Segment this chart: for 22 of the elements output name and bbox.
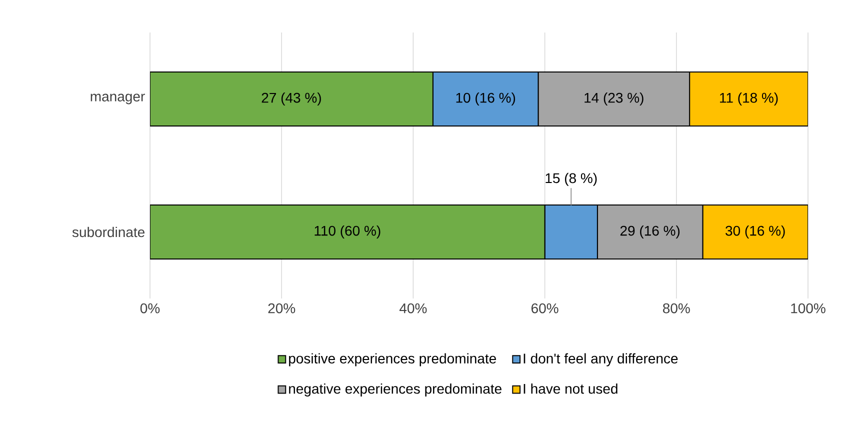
x-tick-label: 20% [268,303,296,314]
data-label: 30 (16 %) [726,225,785,239]
legend-label: I have not used [524,383,618,394]
legend-label: positive experiences predominate [289,353,496,366]
data-label: 15 (8 %) [546,172,597,186]
data-label: 14 (23 %) [584,92,644,106]
legend-label: negative experiences predominate [289,383,502,397]
data-label: 10 (16 %) [456,92,516,106]
data-label: 27 (43 %) [262,92,321,106]
data-label: 11 (18 %) [720,92,778,106]
data-label: 29 (16 %) [620,225,680,239]
bar [150,204,546,260]
x-tick-label: 80% [663,303,690,314]
x-tick-label: 60% [532,303,558,314]
x-tick-label: 40% [400,303,427,314]
data-label: 110 (60 %) [314,225,380,239]
y-tick-label: manager [90,94,145,104]
legend-label: I don't feel any difference [524,353,678,366]
bar [150,71,434,126]
x-tick-label: 0% [140,303,160,314]
x-tick-label: 100% [791,303,826,314]
y-tick-label: subordinate [72,226,145,238]
